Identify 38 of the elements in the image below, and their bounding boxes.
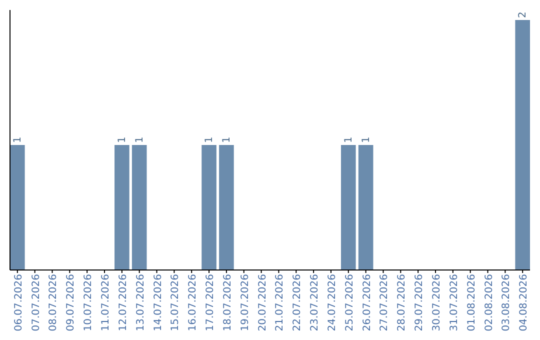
data-label: 1	[12, 136, 24, 143]
x-tick-label: 11.07.2026	[100, 274, 112, 332]
data-label: 1	[204, 136, 216, 143]
x-tick-label: 20.07.2026	[257, 274, 268, 332]
x-tick-label: 07.07.2026	[30, 274, 42, 332]
x-tick-label: 30.07.2026	[431, 274, 442, 332]
data-label: 1	[116, 136, 128, 143]
x-tick-label: 23.07.2026	[310, 274, 321, 332]
x-tick-label: 03.08.2026	[501, 274, 512, 332]
x-tick-label: 04.08.2026	[518, 274, 530, 332]
x-tick-label: 19.07.2026	[240, 274, 251, 332]
x-tick-label: 01.08.2026	[466, 274, 478, 332]
x-tick-label: 02.08.2026	[484, 274, 495, 332]
x-tick-label: 28.07.2026	[396, 274, 408, 332]
data-label: 1	[343, 136, 354, 143]
x-tick-label: 26.07.2026	[362, 274, 373, 332]
data-label: 1	[221, 136, 232, 143]
x-tick-label: 14.07.2026	[152, 274, 164, 332]
x-tick-label: 08.07.2026	[48, 274, 60, 332]
x-tick-label: 13.07.2026	[135, 274, 146, 332]
x-tick-label: 17.07.2026	[205, 274, 216, 332]
x-tick-label: 12.07.2026	[118, 274, 129, 332]
x-tick-label: 27.07.2026	[379, 274, 390, 332]
x-tick-label: 31.07.2026	[448, 274, 460, 332]
x-tick-label: 10.07.2026	[83, 274, 94, 332]
data-label: 1	[360, 136, 372, 143]
data-label: 2	[518, 12, 529, 18]
x-tick-label: 29.07.2026	[414, 274, 426, 332]
x-tick-label: 21.07.2026	[274, 274, 286, 332]
x-tick-label: 16.07.2026	[188, 274, 199, 332]
x-tick-label: 18.07.2026	[222, 274, 234, 332]
x-tick-label: 06.07.2026	[13, 274, 24, 332]
x-tick-label: 25.07.2026	[344, 274, 356, 332]
data-label: 1	[134, 136, 146, 143]
x-tick-label: 24.07.2026	[326, 274, 338, 332]
x-tick-label: 22.07.2026	[292, 274, 304, 332]
x-tick-label: 09.07.2026	[66, 274, 77, 332]
x-tick-label: 15.07.2026	[170, 274, 182, 332]
